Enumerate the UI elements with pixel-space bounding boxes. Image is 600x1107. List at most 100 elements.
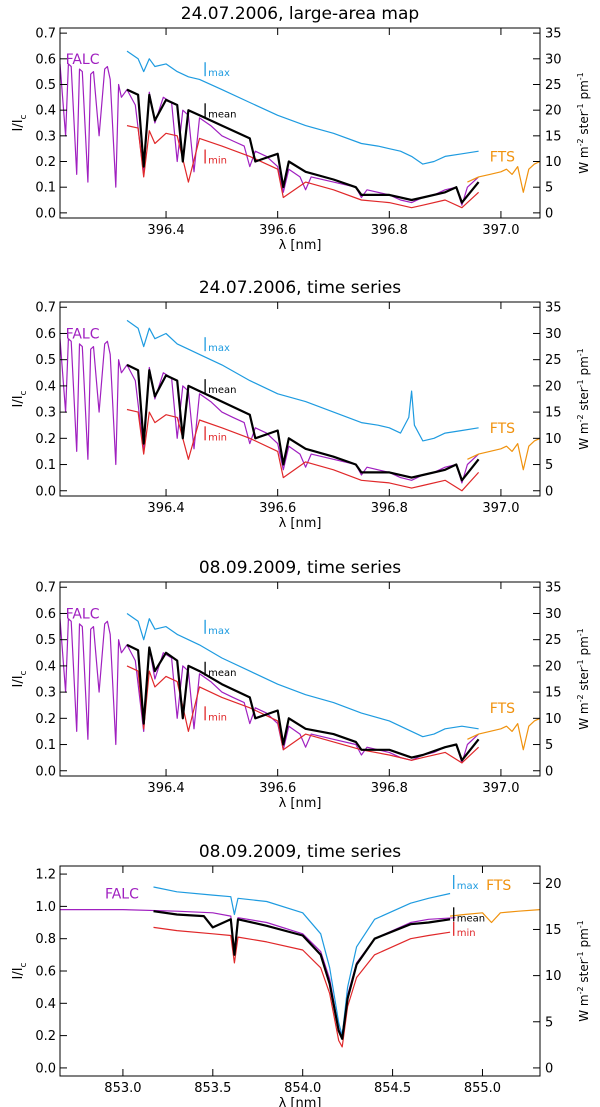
series-label-max: max [208,68,230,79]
y-tick-label: 0.4 [35,659,56,674]
series-line-fts [467,717,541,751]
chart-title: 24.07.2006, time series [199,278,401,298]
y-right-tick-label: 35 [545,301,562,316]
series-label-min: min [208,712,227,723]
y-axis-label-left: I/Ic [11,390,29,407]
x-tick-label: 854.0 [284,1081,321,1096]
y-right-tick-label: 25 [545,78,562,93]
series-line-mean [153,910,451,1040]
y-tick-label: 0.2 [35,712,56,727]
x-tick-label: 396.6 [259,501,296,516]
y-right-tick-label: 15 [545,686,562,701]
y-axis-label-right-exp: -1 [576,103,585,111]
series-label-mean: mean [208,385,236,396]
y-axis-label-right: W m-2 ster-1 pm-1 [576,628,591,730]
y-axis-label-right-exp: -1 [576,951,585,959]
y-tick-label: 0.8 [35,932,56,947]
y-axis-label-right-exp: -1 [576,920,585,928]
y-right-tick-label: 15 [545,406,562,421]
y-right-tick-label: 0 [545,1061,553,1076]
y-right-tick-label: 10 [545,969,562,984]
plot-frame [59,581,541,777]
y-tick-label: 0.3 [35,686,56,701]
y-tick-label: 0.1 [35,181,56,196]
x-tick-label: 397.0 [482,501,519,516]
y-tick-label: 0.6 [35,327,56,342]
y-tick-label: 0.7 [35,301,56,316]
y-right-tick-label: 20 [545,104,562,119]
series-label-fts: FTS [486,878,511,894]
y-axis-label-right-exp: -2 [576,986,585,994]
x-axis-label: λ [nm] [279,516,322,531]
series-label-min: min [208,156,227,167]
series-line-max [153,886,451,1037]
y-tick-label: 0.0 [35,484,56,499]
chart-panel-2: 24.07.2006, time series 396.4 396.6 396.8 39… [11,278,591,531]
series-line-mean [126,643,480,762]
series-label-fts: FTS [490,421,515,437]
series-label-falc: FALC [105,886,139,902]
x-tick-label: 855.0 [464,1081,501,1096]
series-line-mean [126,363,480,482]
y-right-tick-label: 10 [545,155,562,170]
y-tick-label: 0.2 [35,432,56,447]
series-label-max: max [457,881,479,892]
y-axis-label-right-unit: ster [577,667,591,694]
y-axis-label-right-unit: pm [577,928,591,951]
y-tick-label: 0.4 [35,104,56,119]
y-axis-label-right: W m-2 ster-1 pm-1 [576,348,591,450]
x-tick-label: 397.0 [482,223,519,238]
y-axis-label-right-exp: -2 [576,694,585,702]
y-tick-label: 0.3 [35,406,56,421]
y-axis-label-left: I/Ic [11,962,29,979]
series-line-min [126,408,480,492]
y-right-tick-label: 5 [545,181,553,196]
y-axis-label-right-exp: -1 [576,628,585,636]
plot-frame [59,301,541,497]
x-tick-label: 853.0 [104,1081,141,1096]
series-label-falc: FALC [66,52,100,68]
y-tick-label: 0.5 [35,633,56,648]
y-axis-label-right-unit: ster [577,959,591,986]
y-axis-label-right-unit: pm [577,636,591,659]
y-right-tick-label: 15 [545,923,562,938]
x-tick-label: 396.8 [371,223,408,238]
x-tick-label: 396.8 [371,781,408,796]
series-line-min [153,926,451,1048]
y-tick-label: 0.7 [35,27,56,42]
y-tick-label: 0.0 [35,1061,56,1076]
y-axis-label-right-unit: pm [577,356,591,379]
y-axis-label-right-exp: -2 [576,138,585,146]
y-tick-label: 1.2 [35,868,56,883]
y-axis-label-left-sub: c [19,670,29,675]
y-tick-label: 0.1 [35,738,56,753]
series-line-max [126,613,479,738]
x-tick-label: 396.4 [147,223,184,238]
y-tick-label: 0.0 [35,764,56,779]
chart-title: 08.09.2009, time series [199,558,401,578]
chart-title: 08.09.2009, time series [199,842,401,862]
chart-panel-1: 24.07.2006, large-area map 396.4 396.6 396.… [11,4,591,253]
chart-title: 24.07.2006, large-area map [181,4,419,24]
y-axis-label-right-unit: ster [577,111,591,138]
y-axis-label-left-sub: c [19,114,29,119]
series-line-falc [59,338,480,484]
x-axis-label: λ [nm] [279,1096,322,1107]
y-axis-label-right-exp: -1 [576,72,585,80]
y-axis-label-right-exp: -1 [576,379,585,387]
y-right-tick-label: 5 [545,1015,553,1030]
series-label-min: min [208,432,227,443]
series-label-fts: FTS [490,701,515,717]
y-right-tick-label: 30 [545,52,562,67]
y-right-tick-label: 0 [545,764,553,779]
y-right-tick-label: 20 [545,659,562,674]
y-tick-label: 0.1 [35,458,56,473]
series-line-max [126,319,479,442]
y-tick-label: 0.6 [35,607,56,622]
y-axis-label-left-sub: c [19,390,29,395]
y-tick-label: 0.5 [35,353,56,368]
y-right-tick-label: 25 [545,353,562,368]
y-right-tick-label: 10 [545,432,562,447]
series-line-falc [59,63,480,206]
